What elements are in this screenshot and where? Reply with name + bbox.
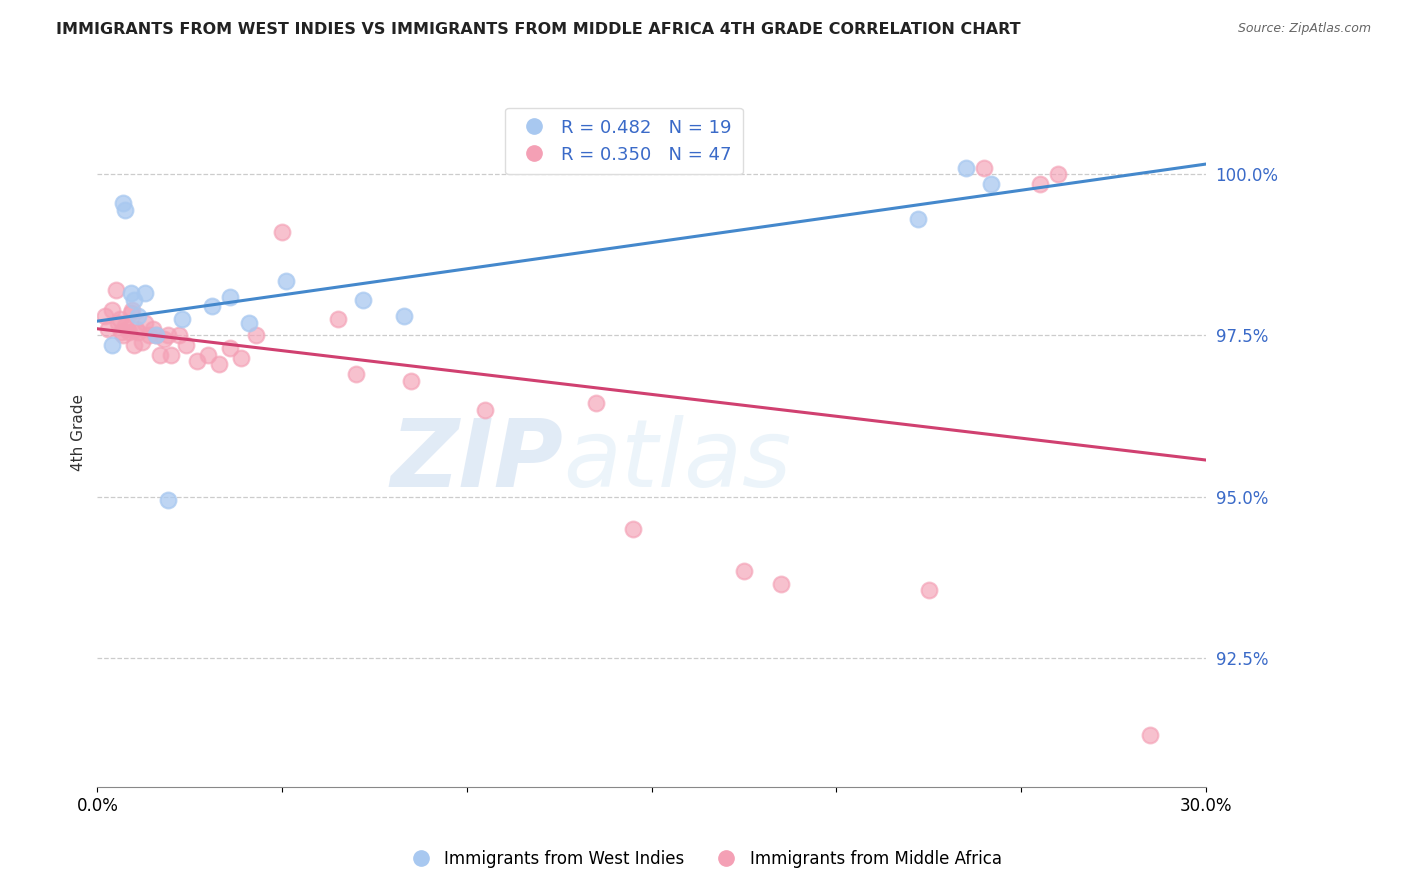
Point xyxy=(474,402,496,417)
Point xyxy=(1028,177,1050,191)
Point xyxy=(107,316,129,330)
Legend: Immigrants from West Indies, Immigrants from Middle Africa: Immigrants from West Indies, Immigrants … xyxy=(398,844,1008,875)
Point xyxy=(769,576,792,591)
Text: Source: ZipAtlas.com: Source: ZipAtlas.com xyxy=(1237,22,1371,36)
Point xyxy=(112,328,135,343)
Point xyxy=(104,283,127,297)
Point xyxy=(172,312,194,326)
Point xyxy=(208,358,231,372)
Point xyxy=(160,348,183,362)
Text: ZIP: ZIP xyxy=(389,415,562,507)
Point xyxy=(93,309,115,323)
Point xyxy=(186,354,208,368)
Point xyxy=(145,328,167,343)
Point xyxy=(125,322,148,336)
Point xyxy=(108,312,131,326)
Point xyxy=(326,312,349,326)
Point xyxy=(134,316,156,330)
Point xyxy=(733,564,755,578)
Point xyxy=(97,322,120,336)
Point xyxy=(918,583,941,598)
Point xyxy=(120,306,142,320)
Text: atlas: atlas xyxy=(562,415,792,506)
Point xyxy=(201,299,224,313)
Point xyxy=(973,161,995,175)
Point xyxy=(219,341,242,355)
Point xyxy=(344,367,367,381)
Point xyxy=(112,196,135,211)
Point xyxy=(101,302,124,317)
Point xyxy=(352,293,374,307)
Point xyxy=(149,348,172,362)
Point xyxy=(156,328,179,343)
Point xyxy=(197,348,219,362)
Point xyxy=(167,328,190,343)
Point xyxy=(274,274,297,288)
Point xyxy=(174,338,197,352)
Point xyxy=(219,290,242,304)
Point xyxy=(392,309,415,323)
Point xyxy=(114,202,136,217)
Point xyxy=(101,338,124,352)
Point xyxy=(271,225,294,239)
Point xyxy=(138,328,160,343)
Point xyxy=(131,334,153,349)
Point xyxy=(127,309,149,323)
Point xyxy=(245,328,267,343)
Point xyxy=(401,374,423,388)
Point xyxy=(585,396,607,410)
Y-axis label: 4th Grade: 4th Grade xyxy=(72,393,86,471)
Point xyxy=(238,316,260,330)
Legend: R = 0.482   N = 19, R = 0.350   N = 47: R = 0.482 N = 19, R = 0.350 N = 47 xyxy=(505,108,742,175)
Point xyxy=(118,325,141,339)
Point xyxy=(115,322,138,336)
Point xyxy=(114,318,136,333)
Point xyxy=(124,293,146,307)
Point xyxy=(1139,728,1161,742)
Point xyxy=(955,161,977,175)
Point xyxy=(127,325,149,339)
Point xyxy=(907,212,929,227)
Point xyxy=(156,492,179,507)
Point xyxy=(145,328,167,343)
Point xyxy=(120,286,142,301)
Point xyxy=(134,286,156,301)
Point xyxy=(621,522,644,536)
Point xyxy=(153,332,176,346)
Point xyxy=(121,302,143,317)
Point xyxy=(231,351,253,365)
Point xyxy=(980,177,1002,191)
Text: IMMIGRANTS FROM WEST INDIES VS IMMIGRANTS FROM MIDDLE AFRICA 4TH GRADE CORRELATI: IMMIGRANTS FROM WEST INDIES VS IMMIGRANT… xyxy=(56,22,1021,37)
Point xyxy=(142,322,165,336)
Point xyxy=(124,338,146,352)
Point xyxy=(1046,167,1069,181)
Point xyxy=(110,325,132,339)
